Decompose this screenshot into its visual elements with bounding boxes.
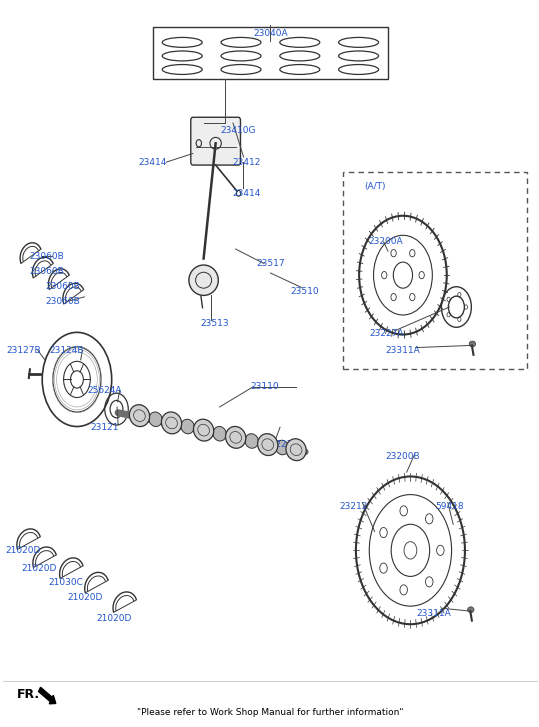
- Text: FR.: FR.: [17, 688, 40, 701]
- Text: 23410G: 23410G: [220, 126, 256, 134]
- Text: 23127B: 23127B: [6, 346, 41, 355]
- FancyArrow shape: [38, 687, 56, 704]
- FancyBboxPatch shape: [191, 117, 240, 165]
- Ellipse shape: [181, 419, 194, 434]
- Text: 59418: 59418: [435, 502, 464, 511]
- Text: 23513: 23513: [200, 319, 229, 328]
- Text: 23060B: 23060B: [46, 297, 80, 306]
- Ellipse shape: [468, 607, 474, 613]
- Ellipse shape: [258, 434, 278, 456]
- Text: 23200A: 23200A: [368, 237, 403, 246]
- Text: (A/T): (A/T): [364, 182, 385, 190]
- Text: 21020D: 21020D: [96, 614, 132, 623]
- Text: 23212: 23212: [339, 502, 368, 511]
- Text: 23121: 23121: [91, 422, 119, 432]
- Text: 23222: 23222: [264, 440, 293, 449]
- Text: 23060B: 23060B: [46, 281, 80, 291]
- Ellipse shape: [189, 265, 218, 295]
- Text: 23311A: 23311A: [416, 608, 451, 618]
- Text: 23060B: 23060B: [30, 267, 64, 276]
- Text: 21020D: 21020D: [22, 564, 57, 573]
- Ellipse shape: [149, 412, 162, 427]
- Text: 21030C: 21030C: [49, 579, 84, 587]
- Text: 23110: 23110: [251, 382, 279, 391]
- Text: 23200B: 23200B: [385, 451, 420, 461]
- Text: 23227A: 23227A: [370, 329, 404, 337]
- Text: 23414: 23414: [139, 158, 167, 166]
- Ellipse shape: [194, 419, 214, 441]
- Ellipse shape: [286, 439, 306, 461]
- Ellipse shape: [245, 434, 258, 449]
- Text: 23412: 23412: [232, 158, 260, 166]
- Text: 23060B: 23060B: [30, 252, 64, 261]
- Text: 23517: 23517: [256, 259, 285, 268]
- Ellipse shape: [213, 427, 226, 441]
- Text: "Please refer to Work Shop Manual for further information": "Please refer to Work Shop Manual for fu…: [137, 708, 404, 717]
- Ellipse shape: [469, 341, 475, 347]
- Text: 21020D: 21020D: [67, 593, 102, 602]
- Text: 23040A: 23040A: [253, 30, 288, 39]
- Text: 25624A: 25624A: [87, 386, 122, 395]
- Text: 21020D: 21020D: [6, 546, 41, 555]
- Ellipse shape: [161, 412, 182, 434]
- Text: 23311A: 23311A: [385, 346, 420, 355]
- Ellipse shape: [225, 427, 246, 449]
- Text: 23414: 23414: [232, 189, 260, 198]
- Ellipse shape: [129, 405, 150, 427]
- Bar: [343, 172, 527, 369]
- Text: 23510: 23510: [291, 286, 320, 296]
- Text: 23124B: 23124B: [49, 346, 84, 355]
- Bar: [153, 27, 388, 79]
- Ellipse shape: [275, 441, 289, 455]
